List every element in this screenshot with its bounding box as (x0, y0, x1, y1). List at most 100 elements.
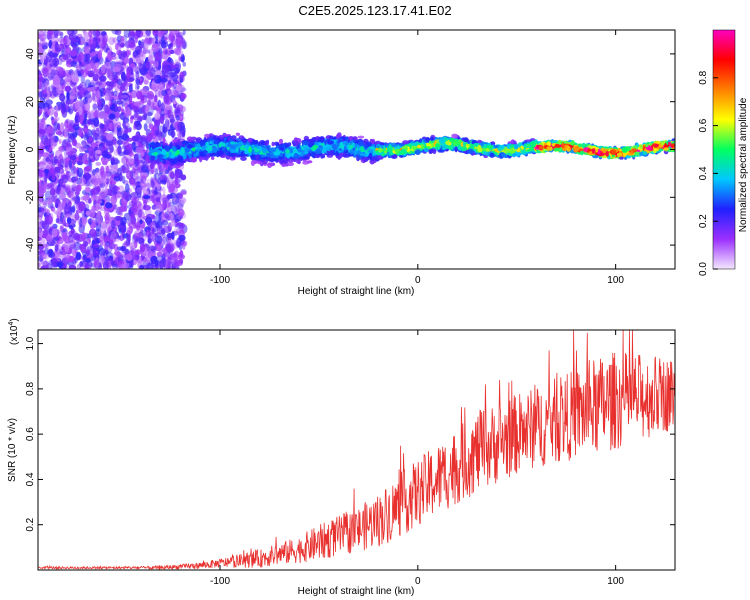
heatmap-cell (149, 67, 156, 78)
heatmap-cell (129, 242, 136, 250)
heatmap-cell (136, 54, 142, 63)
heatmap-cell (69, 120, 77, 128)
heatmap-cell (52, 209, 59, 214)
heatmap-cell (43, 201, 48, 208)
heatmap-cell (94, 31, 101, 37)
heatmap-cell (239, 147, 247, 151)
heatmap-cell (179, 222, 185, 229)
heatmap-cell (42, 260, 49, 269)
heatmap-cell (120, 217, 127, 226)
heatmap-cell (104, 187, 108, 195)
heatmap-cell (50, 257, 58, 268)
heatmap-cell (199, 156, 203, 163)
heatmap-cell (179, 105, 186, 113)
heatmap-cell (113, 90, 118, 97)
heatmap-cell (221, 146, 226, 151)
heatmap-cell (348, 136, 354, 141)
heatmap-cell (121, 122, 130, 128)
heatmap-cell (104, 202, 113, 209)
heatmap-cell (169, 30, 177, 36)
heatmap-cell (262, 147, 268, 154)
heatmap-cell (85, 59, 91, 65)
heatmap-cell (148, 245, 157, 251)
heatmap-cell (195, 138, 201, 142)
heatmap-cell (44, 80, 50, 88)
heatmap-cell (72, 38, 79, 43)
heatmap-cell (151, 155, 156, 161)
heatmap-cell (159, 114, 165, 125)
heatmap-cell (160, 130, 167, 139)
heatmap-cell (82, 154, 86, 164)
heatmap-cell (125, 183, 130, 193)
heatmap-cell (78, 83, 84, 92)
heatmap-cell (135, 147, 143, 154)
heatmap-cell (140, 165, 149, 173)
heatmap-cell (96, 257, 100, 267)
heatmap-cell (93, 259, 97, 268)
heatmap-cell (307, 139, 313, 143)
heatmap-cell (151, 214, 156, 220)
heatmap-cell (267, 162, 273, 169)
heatmap-cell (88, 111, 94, 120)
heatmap-cell (157, 99, 162, 108)
heatmap-cell (143, 257, 150, 264)
heatmap-cell (175, 260, 183, 267)
heatmap-cell (145, 30, 152, 36)
heatmap-cell (328, 140, 334, 145)
heatmap-cell (104, 256, 112, 261)
heatmap-cell (62, 54, 69, 60)
heatmap-cell (136, 187, 143, 194)
heatmap-cell (94, 175, 103, 184)
heatmap-cell (55, 159, 63, 168)
heatmap-cell (162, 186, 166, 195)
heatmap-cell (114, 250, 121, 256)
heatmap-cell (91, 187, 100, 195)
heatmap-cell (133, 111, 138, 118)
heatmap-cell (162, 47, 168, 55)
heatmap-cell (119, 260, 124, 265)
heatmap-cell (166, 232, 174, 239)
heatmap-cell (79, 217, 83, 228)
heatmap-cell (108, 36, 115, 46)
heatmap-cell (91, 50, 96, 56)
heatmap-cell (213, 139, 220, 145)
heatmap-cell (295, 158, 300, 164)
heatmap-cell (73, 185, 81, 195)
heatmap-cell (74, 256, 78, 264)
heatmap-cell (160, 194, 168, 204)
heatmap-cell (281, 163, 287, 168)
heatmap-cell (81, 231, 86, 242)
heatmap-cell (129, 212, 136, 219)
heatmap-cell (128, 157, 134, 165)
heatmap-cell (116, 127, 124, 136)
heatmap-cell (85, 249, 91, 255)
heatmap-cell (165, 84, 171, 90)
heatmap-cell (240, 151, 244, 157)
heatmap-cell (172, 146, 177, 152)
heatmap-cell (57, 185, 61, 193)
heatmap-cell (297, 147, 302, 153)
heatmap-cell (51, 132, 56, 141)
heatmap-cell (180, 191, 187, 196)
heatmap-cell (99, 255, 105, 265)
heatmap-cell (71, 196, 80, 201)
heatmap-cell (293, 140, 299, 146)
heatmap-cell (344, 154, 351, 158)
heatmap-cell (83, 140, 92, 145)
heatmap-cell (146, 182, 151, 192)
heatmap-cell (182, 61, 187, 67)
heatmap-cell (79, 176, 86, 187)
heatmap-cell (320, 153, 324, 159)
heatmap-cell (335, 150, 339, 157)
heatmap-cell (170, 219, 176, 227)
heatmap-cell (206, 153, 211, 159)
heatmap-cell (51, 63, 59, 68)
heatmap-cell (38, 129, 46, 134)
heatmap-cell (114, 30, 122, 36)
heatmap-cell (94, 68, 99, 74)
heatmap-cell (44, 208, 49, 214)
heatmap-cell (126, 170, 134, 180)
heatmap-cell (164, 169, 170, 175)
heatmap-cell (187, 139, 192, 143)
heatmap-cell (82, 254, 87, 260)
